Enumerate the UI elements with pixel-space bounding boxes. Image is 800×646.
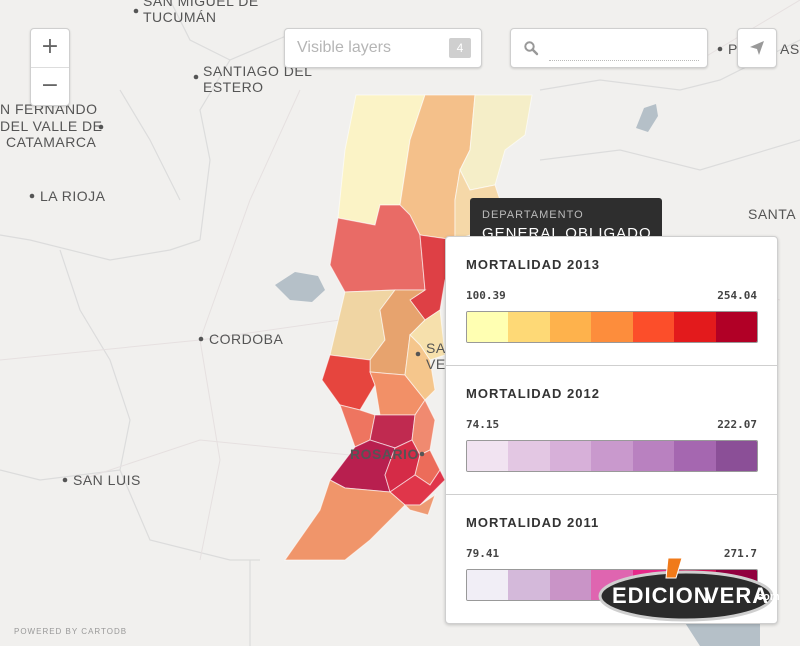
city-label-rosario: ROSARIO: [350, 446, 419, 462]
legend-swatch: [467, 441, 509, 471]
city-label-santa-fe: SA VE: [426, 340, 446, 372]
zoom-in-button[interactable]: +: [40, 34, 60, 59]
zoom-control: + −: [30, 28, 70, 106]
legend-swatch: [508, 312, 550, 342]
svg-text:EDICION: EDICION: [612, 583, 711, 608]
legend-min: 74.15: [466, 418, 500, 431]
search-box: [510, 28, 708, 68]
edicion-vera-logo: EDICION VERA .com: [598, 557, 780, 622]
city-markers: [29, 8, 723, 483]
svg-text:.com: .com: [754, 591, 780, 603]
legend-swatch: [549, 441, 592, 471]
city-label-santiago: SANTIAGO DEL ESTERO: [203, 63, 312, 95]
city-label-catamarca: N FERNANDO DEL VALLE DE CATAMARCA: [0, 101, 103, 150]
city-label-santa: SANTA: [748, 206, 796, 222]
legend-swatch: [632, 312, 675, 342]
legend-swatch: [467, 312, 509, 342]
legend-swatch: [715, 312, 757, 342]
legend-swatch: [591, 441, 633, 471]
legend-section-2012: MORTALIDAD 2012 74.15 222.07: [446, 365, 777, 494]
legend-swatch: [674, 312, 716, 342]
visible-layers-button[interactable]: Visible layers 4: [284, 28, 482, 68]
legend-min: 79.41: [466, 547, 500, 560]
search-input[interactable]: [549, 38, 699, 61]
city-label-la-rioja: LA RIOJA: [40, 188, 106, 204]
legend-swatch: [508, 441, 550, 471]
layers-count-badge: 4: [449, 38, 471, 58]
paper-plane-icon: [750, 41, 764, 55]
legend-max: 222.07: [717, 418, 757, 431]
legend-title: MORTALIDAD 2011: [466, 515, 600, 530]
svg-text:VERA: VERA: [704, 583, 769, 608]
search-icon: [524, 41, 539, 56]
legend-swatch: [549, 312, 592, 342]
legend-max: 254.04: [717, 289, 757, 302]
attribution: POWERED BY CARTODB: [14, 627, 128, 636]
city-labels: SAN MIGUEL DE TUCUMÁN SANTIAGO DEL ESTERO …: [0, 0, 800, 488]
legend-color-ramp: [466, 440, 758, 472]
legend-color-ramp: [466, 311, 758, 343]
legend-panel: MORTALIDAD 2013 100.39 254.04 MORTALIDAD…: [445, 236, 778, 624]
legend-max: 271.7: [723, 547, 757, 560]
tooltip-label: DEPARTAMENTO: [482, 209, 584, 221]
city-label-posadas: P AS: [728, 41, 800, 57]
legend-section-2013: MORTALIDAD 2013 100.39 254.04: [446, 237, 777, 365]
legend-swatch: [508, 570, 550, 600]
legend-swatch: [715, 441, 757, 471]
city-label-cordoba: CORDOBA: [209, 331, 283, 347]
legend-swatch: [549, 570, 592, 600]
legend-min: 100.39: [466, 289, 506, 302]
legend-swatch: [674, 441, 716, 471]
legend-title: MORTALIDAD 2012: [466, 386, 600, 401]
city-label-tucuman: SAN MIGUEL DE TUCUMÁN: [143, 0, 259, 25]
share-button[interactable]: [737, 28, 777, 68]
city-label-san-luis: SAN LUIS: [73, 472, 141, 488]
legend-swatch: [467, 570, 509, 600]
zoom-out-button[interactable]: −: [31, 67, 69, 106]
legend-swatch: [591, 312, 633, 342]
legend-swatch: [632, 441, 675, 471]
visible-layers-label: Visible layers: [297, 39, 391, 56]
legend-title: MORTALIDAD 2013: [466, 257, 600, 272]
